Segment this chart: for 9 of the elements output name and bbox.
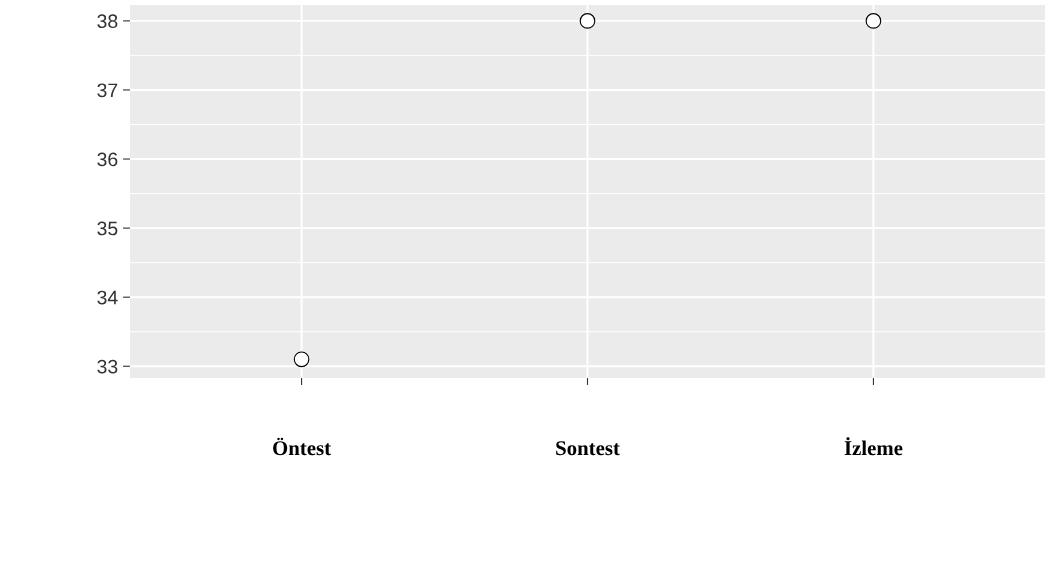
y-tick-label: 35 <box>97 221 118 236</box>
x-tick-label: Sontest <box>556 441 620 456</box>
x-tick-label: İzleme <box>844 437 903 456</box>
x-tick-label: Öntest <box>273 437 331 456</box>
y-tick-label: 37 <box>97 83 118 98</box>
y-tick-label: 36 <box>97 152 118 167</box>
y-tick-label: 38 <box>97 14 118 29</box>
y-tick-label: 33 <box>97 359 118 374</box>
y-tick-label: 34 <box>97 290 118 305</box>
